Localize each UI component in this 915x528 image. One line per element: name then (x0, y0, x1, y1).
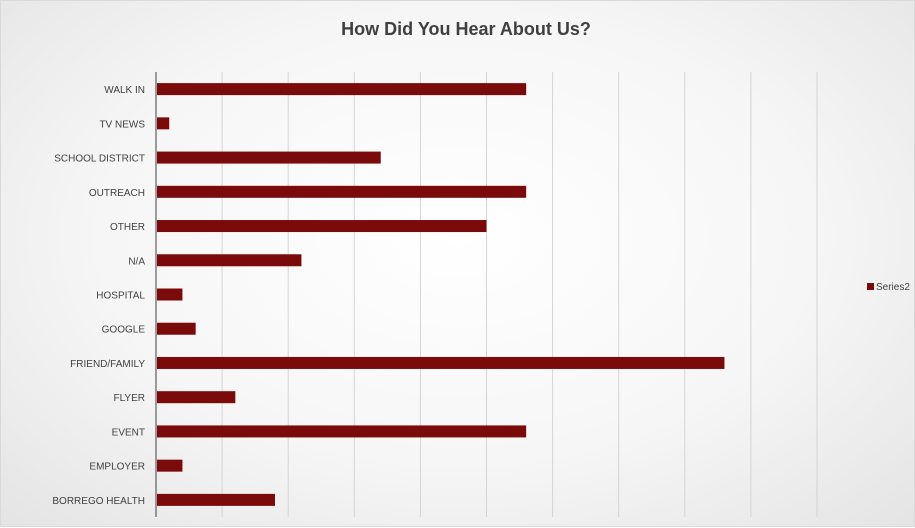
legend-label: Series2 (876, 282, 910, 293)
legend: Series2 (867, 282, 910, 293)
category-label: EMPLOYER (89, 462, 145, 473)
category-label: EVENT (112, 427, 145, 438)
bar (157, 83, 527, 96)
chart-title: How Did You Hear About Us? (341, 19, 591, 39)
category-label: FLYER (114, 393, 146, 404)
bar (157, 151, 381, 164)
bar (157, 493, 275, 506)
bar (157, 220, 487, 233)
bar (157, 425, 527, 438)
category-label: OUTREACH (89, 188, 145, 199)
category-label: BORREGO HEALTH (52, 496, 145, 507)
category-label: GOOGLE (102, 325, 146, 336)
bar (157, 322, 196, 335)
category-label: OTHER (110, 222, 145, 233)
category-label: TV NEWS (99, 119, 145, 130)
category-label: FRIEND/FAMILY (70, 359, 145, 370)
bar (157, 356, 725, 369)
category-label: N/A (128, 256, 145, 267)
bar (157, 185, 527, 198)
legend-swatch (867, 283, 874, 290)
bars (157, 83, 725, 506)
bar (157, 117, 170, 130)
category-label: HOSPITAL (96, 291, 145, 302)
bar (157, 459, 183, 472)
gridlines (221, 72, 818, 517)
bar (157, 288, 183, 301)
category-label: WALK IN (104, 85, 145, 96)
bar (157, 391, 236, 404)
bar (157, 254, 302, 267)
category-label: SCHOOL DISTRICT (54, 154, 145, 165)
category-labels: WALK IN TV NEWS SCHOOL DISTRICT OUTREACH OTH… (52, 85, 145, 507)
